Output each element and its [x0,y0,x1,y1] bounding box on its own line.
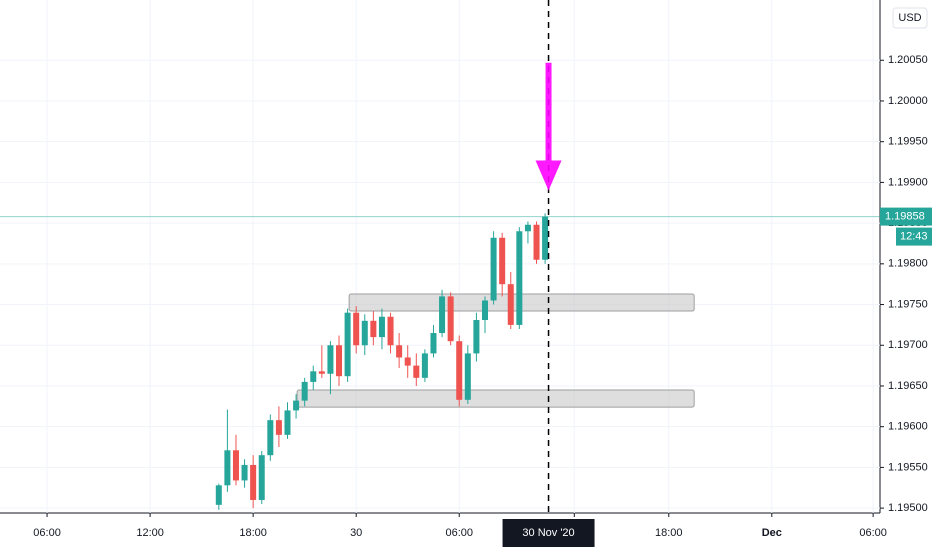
last-price-label: 1.19858 [885,211,925,223]
candle-body [353,312,360,346]
candle-body [421,353,428,378]
candle-body [507,284,514,325]
candle-body [387,316,394,346]
last-price-box [880,207,932,226]
arrow [535,62,562,191]
candle-body [524,224,531,232]
x-tick-label: 18:00 [239,527,267,539]
y-tick-label: 1.20000 [888,95,928,107]
y-tick-label: 1.19700 [888,339,928,351]
candle-body [327,345,334,374]
candle-body [293,400,300,411]
candle-body [481,300,489,321]
y-tick-label: 1.19800 [888,258,928,270]
candle-body [542,216,549,260]
y-tick-label: 1.19950 [888,136,928,148]
candle-body [533,224,540,260]
candle-body [344,312,351,377]
candle-body [473,320,480,354]
candle-body [430,333,437,354]
candle-body [413,365,420,378]
candle-body [490,237,497,301]
x-tick-label: 06:00 [445,527,473,539]
candle-body [224,450,231,486]
x-tick-label: 06:00 [33,527,61,539]
x-tick-label: 06:00 [859,527,887,539]
candle-body [250,464,257,500]
candle-body [267,420,274,456]
y-tick-label: 1.19500 [888,502,928,514]
y-tick-label: 1.19900 [888,176,928,188]
candle-body [232,450,239,481]
y-tick-label: 1.19650 [888,380,928,392]
x-tick-label: Dec [762,527,782,539]
y-tick-label: 1.19550 [888,461,928,473]
crosshair-box [502,519,595,547]
candle-body [404,357,411,366]
countdown-box [896,227,932,246]
candle-body [378,316,385,338]
currency-label[interactable]: USD [898,12,921,24]
x-tick-label: 30 [350,527,362,539]
candle-body [241,464,248,481]
grid [0,0,880,513]
candle-body [318,371,325,374]
candle-body [464,353,471,400]
y-tick-label: 1.19600 [888,421,928,433]
y-tick-label: 1.19750 [888,298,928,310]
candle-body [336,345,343,377]
countdown-label: 12:43 [900,231,928,243]
candle-body [370,320,377,338]
candle-body [456,341,463,400]
candle-body [275,420,282,435]
zone [296,389,695,408]
y-tick-label: 1.20050 [888,54,928,66]
crosshair-label: 30 Nov '20 [522,527,574,539]
candle-body [516,231,523,325]
candle-body [396,345,403,358]
candle-body [439,296,446,334]
currency-button[interactable]: USD [892,7,928,29]
x-tick-label: 12:00 [136,527,164,539]
candle-body [301,381,308,401]
candle-body [499,237,506,285]
candle-body [284,410,291,435]
candle-body [215,485,222,505]
candle-body [361,320,368,346]
x-tick-label: 18:00 [655,527,683,539]
candle-body [310,371,317,382]
candle-body [447,296,454,342]
candle-body [258,455,265,500]
